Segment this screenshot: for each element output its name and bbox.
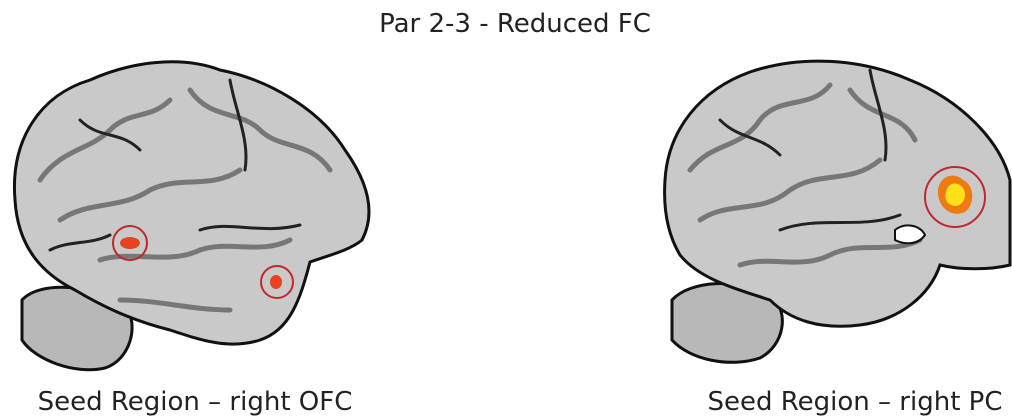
panel-caption: Seed Region – right PC — [708, 387, 1003, 417]
brain-left — [14, 62, 368, 370]
page: Par 2-3 - Reduced FC — [0, 0, 1012, 418]
brain-right — [665, 61, 1010, 362]
activation-peak — [945, 183, 965, 206]
panel-caption: Seed Region – right OFC — [38, 387, 353, 417]
activation — [120, 237, 140, 249]
figure-title: Par 2-3 - Reduced FC — [379, 9, 651, 39]
figure: Par 2-3 - Reduced FC — [0, 0, 1012, 418]
activation — [270, 275, 282, 289]
